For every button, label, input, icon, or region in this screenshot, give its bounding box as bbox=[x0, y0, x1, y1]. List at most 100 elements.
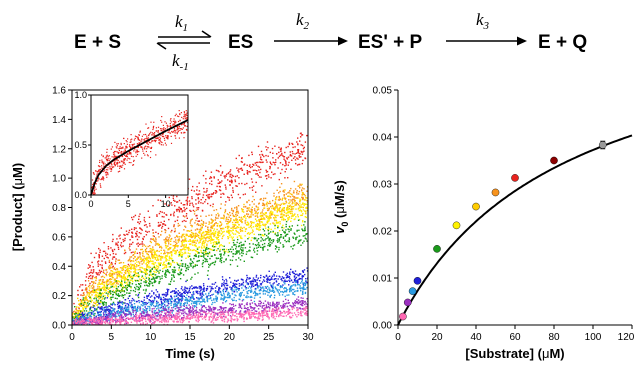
progress-point bbox=[191, 244, 194, 246]
progress-point bbox=[86, 273, 88, 275]
progress-point bbox=[250, 178, 253, 180]
progress-point bbox=[130, 304, 132, 306]
progress-point bbox=[102, 250, 105, 253]
progress-point bbox=[236, 207, 238, 209]
progress-point bbox=[215, 214, 217, 216]
progress-point bbox=[212, 220, 214, 222]
progress-point bbox=[194, 235, 196, 237]
progress-point bbox=[146, 297, 148, 299]
progress-point bbox=[302, 291, 304, 294]
progress-point bbox=[229, 296, 231, 299]
progress-point bbox=[84, 289, 87, 291]
progress-point bbox=[158, 297, 160, 299]
progress-point bbox=[210, 289, 212, 291]
progress-point bbox=[148, 267, 150, 269]
progress-point bbox=[279, 198, 281, 200]
progress-point bbox=[258, 202, 260, 204]
progress-point bbox=[180, 259, 183, 262]
progress-point bbox=[266, 285, 269, 288]
progress-point bbox=[133, 300, 136, 302]
progress-point bbox=[298, 241, 300, 243]
progress-point bbox=[295, 280, 297, 282]
progress-point bbox=[186, 234, 188, 237]
progress-point bbox=[121, 267, 123, 269]
progress-point bbox=[209, 290, 212, 293]
progress-point bbox=[238, 182, 240, 185]
progress-point bbox=[249, 225, 252, 228]
progress-point bbox=[223, 250, 225, 252]
progress-point bbox=[81, 300, 83, 302]
progress-point bbox=[216, 249, 218, 252]
progress-point bbox=[209, 248, 211, 250]
progress-point bbox=[251, 166, 253, 168]
progress-point bbox=[215, 242, 217, 244]
progress-point bbox=[148, 285, 150, 287]
progress-point bbox=[217, 257, 220, 259]
progress-point bbox=[127, 279, 129, 281]
progress-point bbox=[234, 207, 236, 209]
progress-point bbox=[82, 308, 85, 311]
progress-point bbox=[129, 256, 131, 258]
progress-point bbox=[115, 253, 117, 255]
progress-point bbox=[273, 282, 275, 284]
progress-point bbox=[161, 256, 163, 258]
progress-point bbox=[174, 247, 176, 249]
progress-point bbox=[103, 306, 106, 309]
progress-point bbox=[190, 265, 192, 267]
progress-point bbox=[155, 317, 157, 320]
progress-point bbox=[170, 304, 172, 306]
progress-point bbox=[288, 195, 290, 197]
progress-point bbox=[154, 251, 156, 254]
progress-point bbox=[302, 283, 304, 285]
progress-point bbox=[235, 224, 237, 226]
progress-point bbox=[283, 197, 286, 199]
progress-point bbox=[262, 279, 265, 281]
progress-point bbox=[148, 261, 151, 263]
progress-point bbox=[106, 306, 108, 308]
progress-point bbox=[177, 302, 179, 304]
progress-point bbox=[126, 265, 129, 268]
progress-point bbox=[269, 279, 271, 281]
progress-point bbox=[103, 286, 106, 288]
progress-point bbox=[126, 233, 128, 235]
progress-point bbox=[294, 279, 296, 282]
progress-point bbox=[194, 265, 196, 268]
progress-point bbox=[105, 308, 108, 310]
progress-point bbox=[178, 236, 181, 238]
progress-point bbox=[200, 215, 202, 217]
progress-point bbox=[109, 274, 111, 276]
progress-point bbox=[233, 283, 235, 286]
progress-point bbox=[297, 143, 299, 145]
progress-point bbox=[278, 294, 281, 296]
progress-point bbox=[241, 169, 244, 171]
progress-point bbox=[210, 227, 212, 229]
progress-point bbox=[109, 278, 111, 280]
progress-point bbox=[294, 233, 296, 235]
progress-point bbox=[233, 233, 235, 235]
progress-point bbox=[303, 188, 305, 190]
progress-point bbox=[156, 256, 158, 258]
progress-point bbox=[160, 306, 162, 309]
progress-point bbox=[74, 317, 76, 320]
progress-point bbox=[183, 246, 185, 248]
progress-point bbox=[145, 230, 147, 232]
progress-point bbox=[246, 213, 248, 215]
progress-point bbox=[155, 240, 157, 242]
progress-point bbox=[180, 297, 183, 299]
progress-point bbox=[165, 276, 167, 278]
progress-point bbox=[110, 284, 112, 286]
progress-point bbox=[291, 203, 293, 205]
progress-point bbox=[178, 299, 180, 301]
progress-point bbox=[251, 151, 253, 153]
progress-point bbox=[207, 196, 209, 199]
progress-point bbox=[198, 241, 200, 243]
progress-point bbox=[75, 326, 76, 327]
progress-point bbox=[113, 291, 115, 293]
progress-point bbox=[77, 326, 78, 327]
progress-point bbox=[135, 308, 137, 310]
progress-point bbox=[247, 283, 249, 286]
progress-point bbox=[219, 189, 222, 192]
progress-point bbox=[146, 295, 148, 298]
progress-point bbox=[170, 240, 172, 242]
progress-point bbox=[238, 226, 240, 229]
